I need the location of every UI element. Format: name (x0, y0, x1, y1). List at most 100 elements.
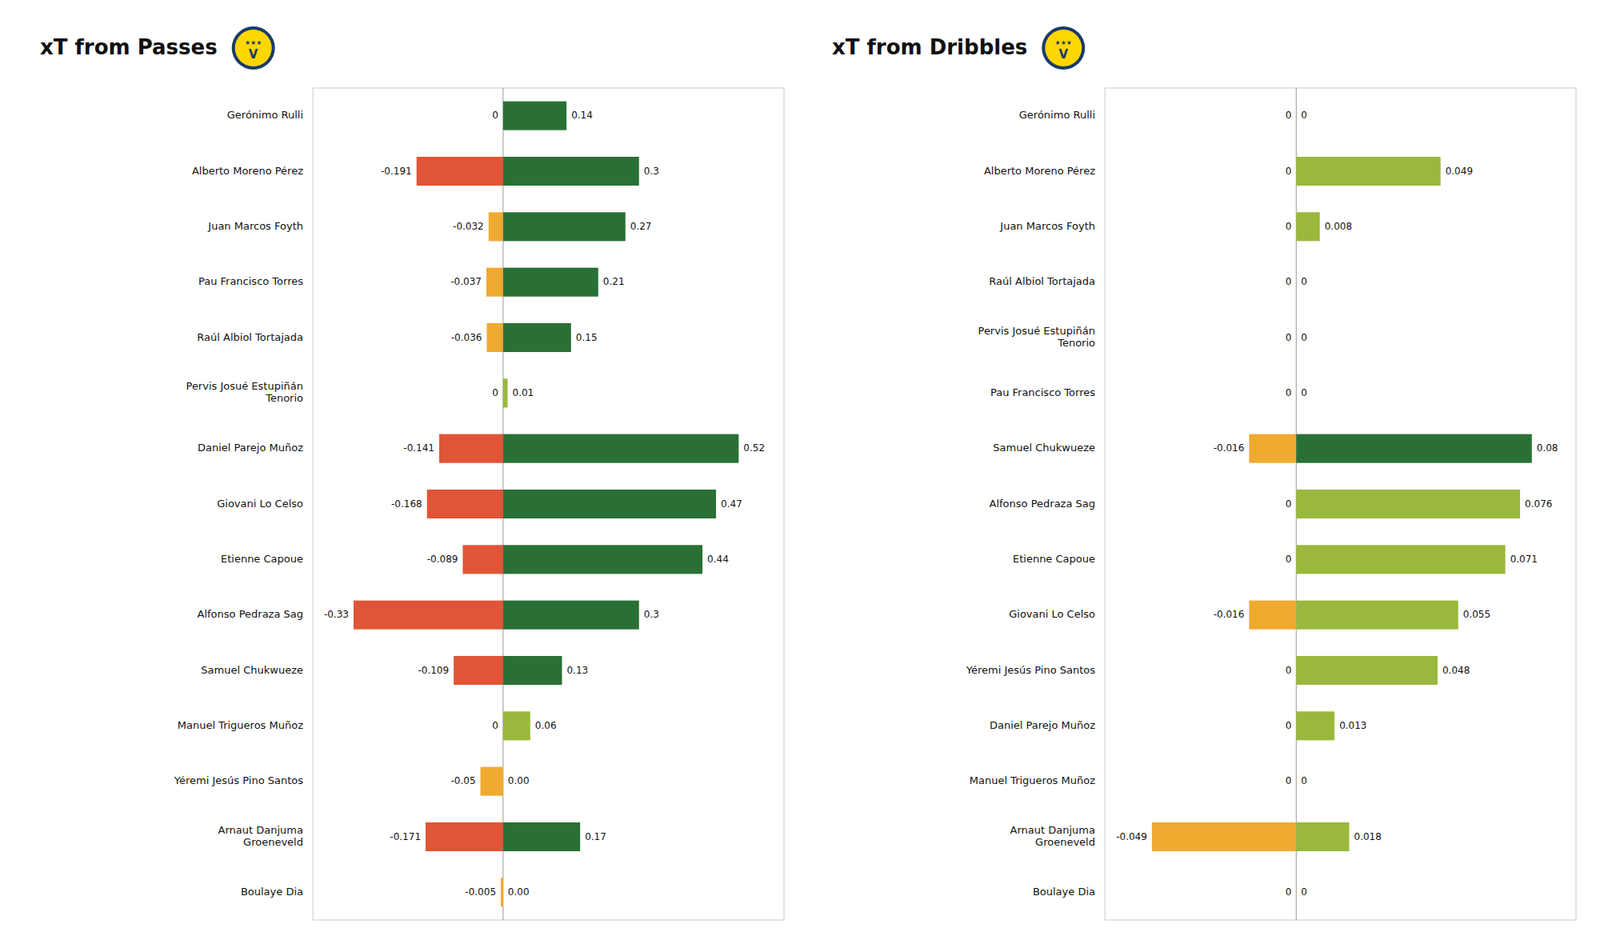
bar (453, 656, 504, 685)
bar (1248, 434, 1296, 464)
data-label: -0.33 (324, 608, 349, 620)
data-label: -0.016 (1213, 442, 1245, 454)
category-label-line: Pau Francisco Torres (198, 275, 304, 288)
bar (1296, 101, 1297, 131)
data-label: 0 (1300, 775, 1308, 787)
title: xT from Dribbles (832, 35, 1028, 60)
data-label: 0 (1285, 775, 1292, 787)
category-label-line: Etienne Capoue (1012, 552, 1096, 565)
bar (1296, 323, 1297, 352)
data-label: -0.109 (417, 664, 449, 676)
data-label: 0 (1300, 276, 1308, 288)
bar (1296, 544, 1505, 574)
category-label: Pervis Josué EstupiñánTenorio (978, 324, 1096, 349)
data-label: 0.44 (707, 553, 729, 565)
data-label: 0.47 (720, 498, 743, 510)
category-label: Giovani Lo Celso (216, 497, 304, 510)
bar (1296, 822, 1349, 852)
data-label: 0 (1300, 886, 1308, 898)
bar (1296, 600, 1458, 630)
category-label: Etienne Capoue (220, 552, 304, 565)
category-label-line: Alfonso Pedraza Sag (989, 497, 1096, 510)
bar (1248, 600, 1296, 630)
data-label: 0.013 (1339, 720, 1367, 732)
category-label: Etienne Capoue (1012, 552, 1096, 565)
bar (1296, 268, 1297, 297)
data-label: 0.01 (512, 387, 535, 399)
bar (503, 378, 508, 408)
badge-outer (232, 26, 276, 70)
category-label-line: Gerónimo Rulli (1019, 108, 1096, 121)
data-label: -0.016 (1213, 608, 1245, 620)
data-label: 0.08 (1536, 442, 1559, 454)
bar (503, 101, 567, 131)
bars (353, 101, 739, 908)
data-label: 0 (1285, 498, 1292, 510)
data-label: -0.049 (1116, 831, 1148, 843)
category-label: Samuel Chukwueze (992, 441, 1096, 454)
category-label: Juan Marcos Foyth (207, 220, 304, 232)
data-label: -0.191 (380, 165, 412, 177)
category-label-line: Juan Marcos Foyth (999, 220, 1096, 232)
bar (500, 877, 504, 907)
category-label-line: Yéremi Jesús Pino Santos (173, 774, 304, 787)
bar (503, 268, 599, 297)
category-label-line: Pervis Josué Estupiñán (978, 324, 1096, 337)
bar (353, 600, 504, 630)
category-label-line: Daniel Parejo Muñoz (197, 441, 304, 454)
data-label: 0 (1285, 387, 1292, 399)
data-label: 0 (1285, 664, 1292, 676)
data-label: 0.048 (1442, 664, 1470, 676)
category-label-line: Groeneveld (1035, 836, 1096, 848)
data-label: 0.06 (535, 720, 557, 732)
data-label: 0 (1285, 886, 1292, 898)
bar (416, 156, 504, 186)
data-label: 0 (1300, 332, 1308, 344)
category-label: Raúl Albiol Tortajada (196, 331, 304, 344)
category-label-line: Giovani Lo Celso (1008, 608, 1096, 620)
category-label: Gerónimo Rulli (1019, 108, 1096, 121)
category-label: Daniel Parejo Muñoz (989, 719, 1096, 732)
bar (486, 268, 504, 297)
bars (1152, 156, 1532, 852)
category-label-line: Boulaye Dia (240, 885, 304, 898)
data-label: 0 (1285, 553, 1292, 565)
data-label: 0.00 (508, 886, 530, 898)
category-label-line: Daniel Parejo Muñoz (989, 719, 1096, 732)
category-label: Boulaye Dia (240, 885, 304, 898)
badge-inner (1044, 29, 1082, 67)
category-label-line: Arnaut Danjuma (1010, 824, 1096, 836)
bar (1152, 822, 1296, 852)
category-label: Samuel Chukwueze (200, 664, 304, 676)
data-label: 0 (1285, 165, 1292, 177)
category-label: Daniel Parejo Muñoz (197, 441, 304, 454)
category-label-line: Pervis Josué Estupiñán (186, 380, 304, 392)
category-label-line: Tenorio (1056, 336, 1096, 349)
bar (502, 767, 504, 796)
data-label: -0.036 (451, 332, 483, 344)
category-label: Raúl Albiol Tortajada (988, 275, 1096, 288)
chart-canvas: xT from Passes★★★VGerónimo RulliAlberto … (0, 0, 1600, 940)
bar (480, 767, 504, 796)
category-label: Yéremi Jesús Pino Santos (965, 664, 1096, 676)
category-label-line: Pau Francisco Torres (990, 386, 1096, 399)
category-label: Pervis Josué EstupiñánTenorio (186, 380, 304, 404)
annotation: ★★★ (244, 39, 263, 47)
bar (1296, 656, 1438, 685)
category-label-line: Juan Marcos Foyth (207, 220, 304, 232)
category-label-line: Groeneveld (243, 836, 304, 848)
data-label: 0.52 (743, 442, 765, 454)
annotation: ★★★ (1055, 39, 1073, 47)
category-label: Alberto Moreno Pérez (192, 164, 304, 177)
panel: xT from Passes★★★VGerónimo RulliAlberto … (40, 26, 784, 920)
bar (439, 434, 504, 464)
data-label: -0.171 (389, 831, 421, 843)
category-label-line: Manuel Trigueros Muñoz (969, 774, 1096, 787)
bar (503, 656, 563, 685)
category-label-line: Giovani Lo Celso (216, 497, 304, 510)
data-label: 0 (1300, 387, 1308, 399)
category-label-line: Alfonso Pedraza Sag (197, 608, 304, 620)
bar (486, 323, 503, 352)
category-label-line: Alberto Moreno Pérez (192, 164, 304, 177)
bar (503, 489, 716, 519)
